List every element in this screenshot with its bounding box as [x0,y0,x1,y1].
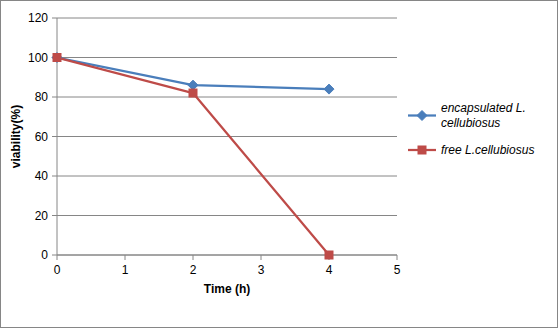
legend-marker [418,146,426,154]
x-tick [193,255,194,260]
y-tick-label: 40 [35,169,49,183]
legend-label: free L.cellubiosus [441,143,534,157]
x-tick [57,255,58,260]
series-line [57,58,329,256]
x-axis [57,255,397,256]
x-tick-label: 5 [394,263,401,277]
legend-marker [417,111,427,121]
y-tick [52,97,57,98]
markers [52,53,334,260]
y-tick [52,136,57,137]
grid-line [57,176,397,177]
data-point [189,89,197,97]
y-tick-label: 60 [35,130,49,144]
x-tick-label: 3 [258,263,265,277]
legend-label: encapsulated L.cellubiosus [441,101,526,130]
chart-border [1,1,558,328]
y-tick-label: 20 [35,209,49,223]
grid-line [57,255,397,256]
legend-label-line: encapsulated L. [441,101,526,115]
chart: 0 20 40 60 80 100 120 0 1 2 3 4 5 Time (h) viability(%… [0,0,558,328]
x-tick-label: 4 [326,263,333,277]
grid-line [57,18,397,19]
x-tick-label: 0 [54,263,61,277]
x-tick-label: 1 [122,263,129,277]
y-tick [52,18,57,19]
grid-line [57,57,397,58]
y-tick-label: 120 [28,11,48,25]
y-tick-label: 80 [35,90,49,104]
grid-line [57,215,397,216]
lines [57,58,329,256]
y-axis-label: viability(%) [9,105,23,168]
x-tick [125,255,126,260]
x-tick [397,255,398,260]
x-tick [261,255,262,260]
x-tick-label: 2 [190,263,197,277]
legend-label-line: free L.cellubiosus [441,143,534,157]
legend: encapsulated L.cellubiosus free L.cellubi… [408,101,534,157]
data-point [324,84,334,94]
y-tick [52,255,57,256]
data-point [53,54,61,62]
legend-label-line: cellubiosus [441,116,500,130]
y-tick [52,215,57,216]
grid-line [57,136,397,137]
grid-line [57,97,397,98]
y-tick-label: 100 [28,51,48,65]
data-point [325,251,333,259]
data-point [52,53,62,63]
x-axis-label: Time (h) [204,282,250,296]
y-tick [52,176,57,177]
y-tick-label: 0 [41,248,48,262]
